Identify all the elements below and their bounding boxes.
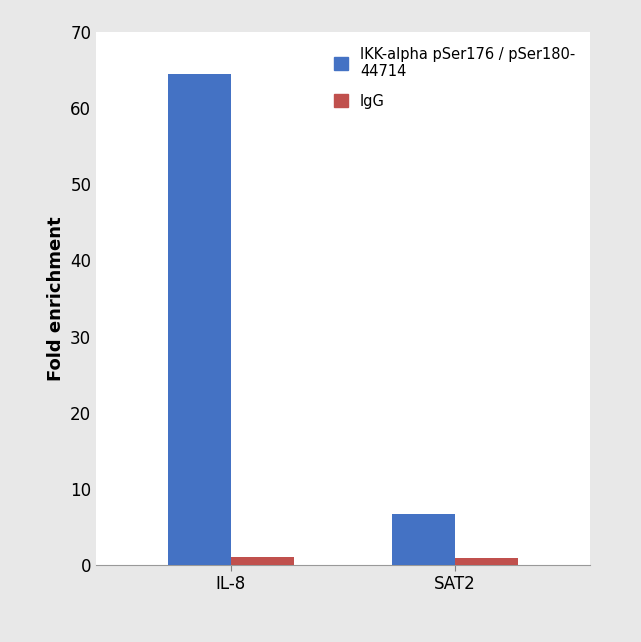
Bar: [392, 514, 455, 565]
Bar: [455, 558, 518, 565]
Bar: [231, 557, 294, 565]
Legend: IKK-alpha pSer176 / pSer180-
44714, IgG: IKK-alpha pSer176 / pSer180- 44714, IgG: [326, 39, 583, 116]
Bar: [168, 74, 231, 565]
Y-axis label: Fold enrichment: Fold enrichment: [47, 216, 65, 381]
